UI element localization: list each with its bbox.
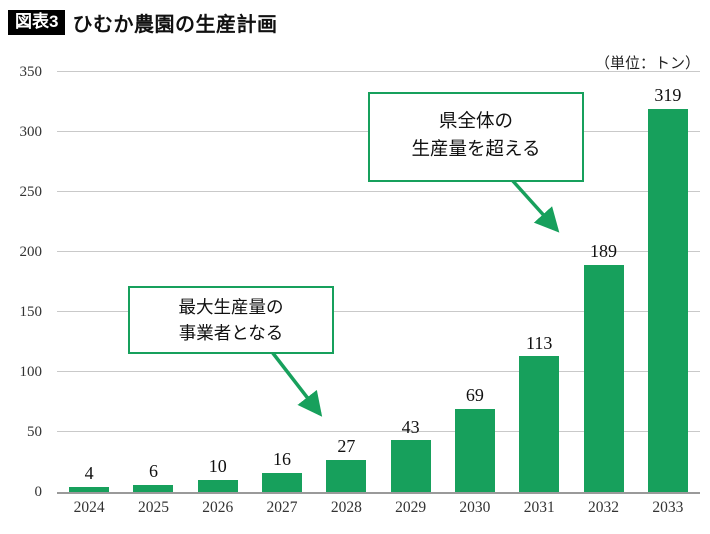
bar xyxy=(390,440,431,492)
x-axis-label: 2029 xyxy=(395,499,427,516)
x-axis-label: 2032 xyxy=(588,499,620,516)
x-axis-label: 2025 xyxy=(137,499,169,516)
bar-value-label: 189 xyxy=(590,241,618,262)
bar xyxy=(133,484,174,492)
unit-label: （単位：トン） xyxy=(594,56,700,72)
plot-area: 4 6 10 16 27 43 69 113 189 319 xyxy=(57,71,700,494)
x-axis-label: 2033 xyxy=(652,499,684,516)
bar-value-label: 319 xyxy=(654,85,682,106)
annotation-text-line: 最大生産量の xyxy=(178,296,284,317)
x-axis-label: 2026 xyxy=(202,499,234,516)
bar-column-2027: 16 xyxy=(250,72,314,492)
gridline xyxy=(57,191,700,192)
bar-value-label: 113 xyxy=(526,332,553,353)
x-axis-label: 2031 xyxy=(523,499,555,516)
bar xyxy=(197,480,238,492)
y-tick-label: 200 xyxy=(19,244,43,261)
y-axis-labels: 0 50 100 150 200 250 300 350 xyxy=(0,64,46,500)
chart-title: ひむか農園の生産計画 xyxy=(72,14,278,36)
bar xyxy=(647,109,688,492)
y-tick-label: 0 xyxy=(34,484,43,500)
bar-value-label: 6 xyxy=(148,461,158,482)
gridline xyxy=(57,251,700,252)
x-axis-label: 2027 xyxy=(266,499,298,516)
bar-column-2031: 113 xyxy=(507,72,571,492)
bar-column-2025: 6 xyxy=(121,72,185,492)
bar-value-label: 69 xyxy=(465,385,484,406)
annotation-exceed-prefecture: 県全体の 生産量を超える xyxy=(368,92,584,182)
bar-column-2028: 27 xyxy=(314,72,378,492)
figure-number-badge: 図表3 xyxy=(8,10,66,35)
bars-container: 4 6 10 16 27 43 69 113 189 319 xyxy=(57,72,700,492)
bar-column-2032: 189 xyxy=(571,72,635,492)
bar-value-label: 4 xyxy=(84,463,94,484)
y-tick-label: 150 xyxy=(19,304,43,320)
x-axis-labels: 2024 2025 2026 2027 2028 2029 2030 2031 2032 2033 xyxy=(57,499,700,517)
gridline xyxy=(57,71,700,72)
bar-column-2029: 43 xyxy=(378,72,442,492)
bar xyxy=(583,265,624,492)
bar-column-2024: 4 xyxy=(57,72,121,492)
bar-column-2033: 319 xyxy=(636,72,700,492)
gridline xyxy=(57,431,700,432)
annotation-max-producer: 最大生産量の 事業者となる xyxy=(128,286,334,354)
bar xyxy=(519,356,560,492)
bar-column-2030: 69 xyxy=(443,72,507,492)
y-tick-label: 350 xyxy=(19,64,43,80)
bar xyxy=(454,409,495,492)
y-tick-label: 300 xyxy=(19,124,43,140)
x-axis-label: 2030 xyxy=(459,499,491,516)
y-tick-label: 50 xyxy=(27,424,42,441)
y-tick-label: 100 xyxy=(19,364,43,381)
bar-value-label: 10 xyxy=(208,456,227,477)
bar xyxy=(262,472,303,492)
gridline xyxy=(57,311,700,312)
bar xyxy=(326,459,367,492)
x-axis-label: 2024 xyxy=(73,499,105,516)
bar-column-2026: 10 xyxy=(186,72,250,492)
annotation-text-line: 生産量を超える xyxy=(411,140,541,160)
bar-value-label: 16 xyxy=(273,449,292,470)
annotation-text-line: 事業者となる xyxy=(178,323,284,343)
y-tick-label: 250 xyxy=(19,184,43,200)
figure-header: 図表3 ひむか農園の生産計画 xyxy=(8,8,277,37)
bar-value-label: 27 xyxy=(337,435,356,456)
gridline xyxy=(57,371,700,372)
bar xyxy=(69,487,110,492)
bar-value-label: 43 xyxy=(401,416,420,437)
x-axis-label: 2028 xyxy=(330,499,362,516)
annotation-text-line: 県全体の xyxy=(438,112,513,133)
